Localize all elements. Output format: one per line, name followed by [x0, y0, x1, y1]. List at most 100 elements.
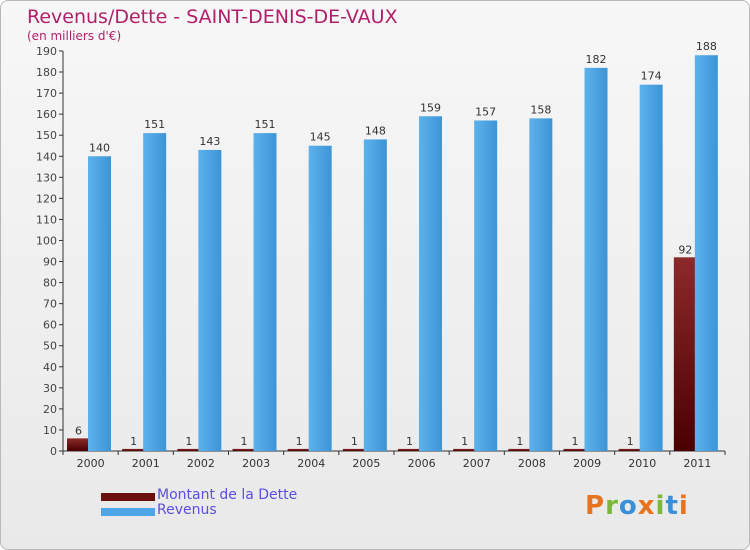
legend-label-dette: Montant de la Dette [157, 487, 298, 503]
y-tick-label: 70 [43, 298, 57, 311]
x-tick-label: 2010 [628, 457, 656, 470]
logo-letter: t [665, 491, 679, 521]
y-tick: 120 [36, 192, 63, 205]
bar-dette [618, 448, 642, 451]
y-tick: 160 [36, 108, 63, 121]
y-tick-label: 40 [43, 361, 57, 374]
y-tick-label: 30 [43, 382, 57, 395]
bar-dette [398, 448, 421, 451]
value-label-revenus: 159 [420, 101, 441, 114]
value-label-dette: 1 [241, 435, 248, 448]
value-label-dette: 1 [406, 435, 413, 448]
value-label-dette: 1 [185, 435, 192, 448]
x-tick-label: 2005 [352, 457, 380, 470]
bar-dette [453, 448, 477, 451]
y-tick-label: 160 [36, 108, 57, 121]
logo-letter: x [637, 491, 656, 521]
chart-title: Revenus/Dette - SAINT-DENIS-DE-VAUX [27, 6, 398, 28]
logo-letter: r [605, 491, 619, 521]
y-tick: 130 [36, 171, 63, 184]
y-tick: 80 [43, 277, 63, 290]
y-tick: 140 [36, 150, 63, 163]
logo-letter: o [618, 491, 638, 521]
proxiti-logo: Proxiti [585, 491, 689, 521]
y-tick: 110 [36, 213, 63, 226]
logo-letter: P [585, 491, 606, 521]
y-tick-label: 140 [36, 150, 57, 163]
bar-revenus [308, 145, 332, 451]
logo-letter: i [655, 491, 666, 521]
y-tick: 190 [36, 45, 63, 58]
bar-dette [122, 448, 146, 451]
y-tick: 60 [43, 319, 63, 332]
y-tick-label: 190 [36, 45, 57, 58]
bar-dette [232, 448, 256, 451]
value-label-revenus: 151 [255, 118, 276, 131]
y-tick-label: 60 [43, 319, 57, 332]
value-label-dette: 92 [678, 243, 692, 256]
bar-revenus [694, 55, 718, 452]
x-tick-label: 2000 [77, 457, 105, 470]
value-label-revenus: 188 [696, 40, 717, 53]
value-label-dette: 1 [351, 435, 358, 448]
x-tick-label: 2003 [242, 457, 270, 470]
bar-dette [67, 438, 90, 451]
value-label-revenus: 140 [89, 141, 110, 154]
bar-revenus [529, 118, 553, 452]
bar-dette [563, 448, 587, 451]
bar-revenus [88, 156, 111, 451]
y-tick: 50 [43, 340, 63, 353]
x-tick-label: 2006 [408, 457, 436, 470]
y-tick-label: 20 [43, 403, 57, 416]
y-tick: 10 [43, 424, 63, 437]
bar-dette [342, 448, 366, 451]
value-label-revenus: 158 [530, 103, 551, 116]
legend-label-revenus: Revenus [157, 502, 217, 518]
value-labels: 6 140 1 151 1 143 1 151 1 145 1 148 1 159 1 157 1 158 1 182… [75, 40, 717, 448]
value-label-dette: 1 [627, 435, 634, 448]
bar-revenus [639, 84, 663, 452]
y-tick: 180 [36, 66, 63, 79]
bar-revenus [363, 139, 387, 451]
y-tick: 30 [43, 382, 63, 395]
y-tick-label: 120 [36, 192, 57, 205]
legend-swatch-revenus [101, 508, 155, 516]
value-label-dette: 6 [75, 424, 82, 437]
bar-dette [673, 257, 697, 451]
y-tick-label: 180 [36, 66, 57, 79]
value-label-revenus: 174 [641, 70, 662, 83]
bar-revenus [474, 120, 498, 451]
value-label-dette: 1 [461, 435, 468, 448]
y-tick-label: 50 [43, 340, 57, 353]
y-tick-label: 130 [36, 171, 57, 184]
y-tick-label: 80 [43, 277, 57, 290]
bar-revenus [198, 149, 222, 451]
y-tick-label: 100 [36, 234, 57, 247]
y-tick: 150 [36, 129, 63, 142]
y-tick-label: 110 [36, 213, 57, 226]
bar-dette [177, 448, 201, 451]
y-tick: 70 [43, 298, 63, 311]
value-label-revenus: 143 [199, 135, 220, 148]
x-tick-label: 2002 [187, 457, 215, 470]
y-tick: 90 [43, 256, 63, 269]
value-label-revenus: 157 [475, 105, 496, 118]
bar-dette [287, 448, 311, 451]
x-tick-label: 2011 [683, 457, 711, 470]
axes: 0 10 20 30 40 50 60 70 80 90 100 110 120 130 140 150 160… [36, 45, 726, 470]
bar-dette [508, 448, 532, 451]
chart-subtitle: (en milliers d'€) [27, 29, 122, 43]
x-tick-label: 2007 [463, 457, 491, 470]
logo-letter: i [678, 491, 689, 521]
y-tick-label: 150 [36, 129, 57, 142]
value-label-revenus: 145 [310, 131, 331, 144]
bar-revenus [253, 133, 277, 451]
y-tick: 170 [36, 87, 63, 100]
bars [67, 55, 718, 452]
value-label-dette: 1 [296, 435, 303, 448]
y-tick-label: 90 [43, 256, 57, 269]
value-label-revenus: 148 [365, 124, 386, 137]
y-tick-label: 0 [50, 445, 57, 458]
bar-revenus [419, 116, 442, 452]
